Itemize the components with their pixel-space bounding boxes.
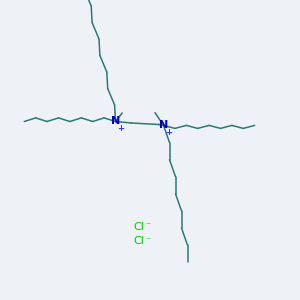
Text: ⁻: ⁻ [145, 236, 150, 247]
Text: +: + [165, 128, 172, 136]
Text: +: + [117, 124, 124, 133]
Text: N: N [159, 120, 168, 130]
Text: N: N [111, 116, 120, 127]
Text: Cl: Cl [134, 221, 144, 232]
Text: ⁻: ⁻ [145, 221, 150, 232]
Text: Cl: Cl [134, 236, 144, 247]
